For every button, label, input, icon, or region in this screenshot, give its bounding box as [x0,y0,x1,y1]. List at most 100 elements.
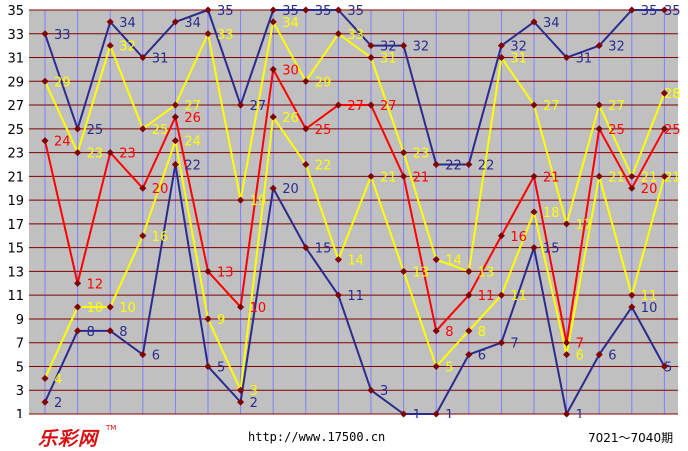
data-point [628,291,636,299]
data-label: 35 [217,4,234,19]
data-label: 27 [250,99,267,114]
data-point [74,327,82,335]
data-point [269,113,277,121]
data-label: 19 [250,194,267,209]
data-point [204,267,212,275]
data-point [139,53,147,62]
data-label: 3 [380,384,388,399]
data-point [139,351,147,359]
series-line-5 [44,163,666,415]
data-point [334,101,342,109]
data-label: 27 [608,99,625,114]
data-point [302,160,310,169]
data-label: 25 [664,123,681,138]
data-point [106,327,114,335]
data-label: 10 [119,301,136,316]
data-label: 4 [54,372,62,387]
data-label: 5 [217,360,225,375]
data-label: 1 [576,408,584,418]
data-label: 21 [664,170,681,185]
data-point [563,53,571,62]
data-point [269,184,277,192]
y-tick-label: 1 [16,408,24,418]
data-label: 29 [315,75,332,90]
data-label: 27 [543,99,560,114]
data-label: 22 [184,158,201,173]
data-point [367,53,375,62]
data-label: 11 [510,289,527,304]
data-point [106,149,114,157]
data-label: 14 [445,254,462,269]
data-label: 6 [152,349,160,364]
data-label: 11 [641,289,658,304]
data-point [400,267,408,275]
data-label: 35 [347,4,364,19]
data-label: 32 [510,40,527,55]
footer: 乐彩网 TM http://www.17500.cn 7021～7040期 [0,418,688,451]
data-point [106,303,114,311]
data-label: 35 [664,4,681,19]
data-label: 33 [54,28,71,43]
data-label: 12 [87,277,104,292]
data-point [204,6,212,14]
data-point [269,6,277,14]
data-point [465,160,473,169]
data-label: 26 [282,111,299,126]
data-point [400,410,408,418]
series-line-1 [44,9,665,166]
data-point [204,30,212,38]
data-label: 20 [282,182,299,197]
y-tick-label: 27 [7,99,24,114]
data-point [563,410,571,418]
data-point [660,362,668,371]
data-point [334,30,342,38]
y-tick-label: 13 [7,265,24,280]
data-point [465,351,473,359]
data-label: 23 [87,147,104,162]
data-label: 1 [413,408,421,418]
data-label: 32 [413,40,430,55]
data-label: 27 [184,99,201,114]
data-point [432,160,440,169]
data-point [530,208,538,216]
data-label: 10 [641,301,658,316]
data-label: 21 [641,170,658,185]
data-label: 6 [608,349,616,364]
y-tick-label: 19 [7,194,24,209]
data-label: 10 [250,301,267,316]
data-label: 27 [347,99,364,114]
data-label: 5 [664,360,672,375]
y-tick-label: 21 [7,170,24,185]
data-label: 33 [347,28,364,43]
data-point [139,232,147,240]
data-label: 25 [152,123,169,138]
data-label: 29 [54,75,71,90]
site-logo[interactable]: 乐彩网 [38,428,99,450]
data-point [139,184,147,192]
data-point [563,339,571,347]
data-label: 6 [478,349,486,364]
data-label: 31 [152,52,169,67]
data-label: 2 [250,396,258,411]
data-point [171,137,179,145]
data-label: 31 [380,52,397,67]
data-point [465,327,473,335]
data-label: 10 [87,301,104,316]
data-label: 35 [282,4,299,19]
data-point [237,196,245,204]
data-point [139,125,147,133]
site-url[interactable]: http://www.17500.cn [248,430,386,444]
data-point [367,42,375,50]
data-label: 3 [250,384,258,399]
data-point [269,65,277,73]
data-point [171,113,179,121]
data-label: 13 [217,265,234,280]
data-label: 32 [608,40,625,55]
data-label: 25 [87,123,104,138]
data-label: 11 [478,289,495,304]
data-label: 16 [510,230,527,245]
data-point [530,172,538,180]
data-markers [41,6,668,418]
